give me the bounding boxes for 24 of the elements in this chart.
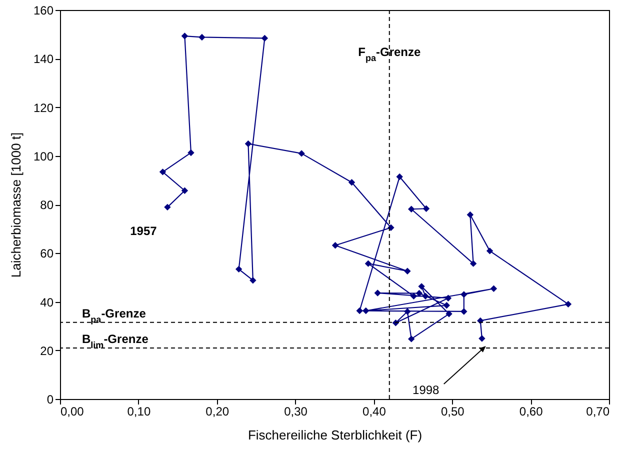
y-tick-label: 60	[40, 246, 54, 261]
y-tick-label: 100	[33, 149, 54, 164]
x-axis-title: Fischereiliche Sterblichkeit (F)	[248, 428, 422, 442]
y-tick-label: 120	[33, 100, 54, 115]
ref-line-label: F$_{pa}$-Grenze	[358, 45, 421, 63]
y-tick-label: 140	[33, 52, 54, 66]
ref-line-label: B$_{lim}$-Grenze	[82, 332, 149, 350]
y-tick-label: 40	[40, 295, 54, 310]
annotation: 1957	[130, 224, 158, 238]
x-tick-label: 0,50	[440, 404, 465, 418]
x-tick-label: 0,60	[519, 404, 544, 418]
y-tick-label: 160	[33, 4, 54, 18]
annotation: 1998	[412, 383, 440, 397]
y-tick-label: 0	[46, 392, 54, 406]
y-tick-label: 20	[40, 344, 54, 358]
x-tick-label: 0,70	[586, 404, 610, 418]
x-tick-label: 0,00	[60, 404, 84, 418]
ref-line-label: B$_{pa}$-Grenze	[82, 306, 146, 324]
y-axis-title: Laicherbiomasse [1000 t]	[8, 132, 24, 278]
y-tick-label: 80	[40, 198, 54, 212]
x-tick-label: 0,30	[284, 404, 308, 418]
x-tick-label: 0,20	[206, 404, 230, 418]
x-tick-label: 0,40	[362, 404, 386, 418]
x-tick-label: 0,10	[127, 404, 151, 418]
